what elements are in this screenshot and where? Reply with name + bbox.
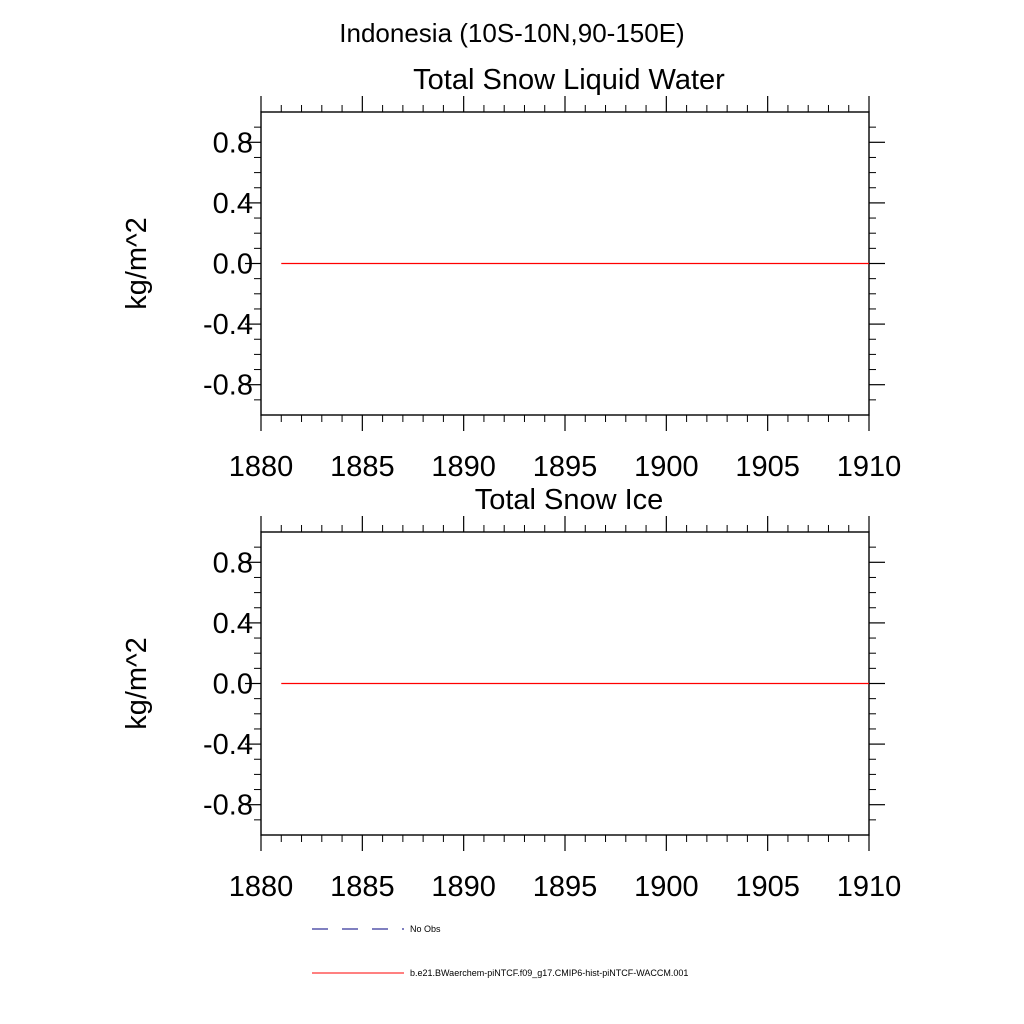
x-tick-label: 1890	[431, 451, 496, 483]
x-tick-label: 1905	[735, 871, 800, 903]
x-tick-label: 1895	[533, 871, 598, 903]
y-tick-label: 0.4	[213, 188, 253, 220]
legend-label: b.e21.BWaerchem-piNTCF.f09_g17.CMIP6-his…	[410, 968, 688, 978]
figure-title: Indonesia (10S-10N,90-150E)	[339, 18, 684, 48]
y-tick-label: 0.0	[213, 669, 253, 701]
x-tick-label: 1895	[533, 451, 598, 483]
x-tick-label: 1910	[837, 871, 902, 903]
y-tick-label: 0.8	[213, 127, 253, 159]
legend-entry-1: No Obs	[312, 924, 441, 934]
x-tick-label: 1890	[431, 871, 496, 903]
legend-entry-2: b.e21.BWaerchem-piNTCF.f09_g17.CMIP6-his…	[312, 968, 688, 978]
chart-title: Total Snow Ice	[475, 484, 664, 516]
y-tick-label: -0.8	[203, 790, 253, 822]
y-tick-label: 0.4	[213, 608, 253, 640]
legend: No Obs b.e21.BWaerchem-piNTCF.f09_g17.CMI…	[312, 924, 688, 978]
y-tick-label: 0.8	[213, 547, 253, 579]
y-axis-label: kg/m^2	[121, 637, 153, 730]
x-tick-label: 1900	[634, 451, 699, 483]
chart-panel-2: Total Snow Ice 1880 1885 1890 1895 1900 1905 19…	[121, 484, 901, 903]
y-tick-label: -0.4	[203, 309, 253, 341]
x-tick-label: 1880	[229, 451, 294, 483]
y-tick-label: -0.4	[203, 729, 253, 761]
chart-panels: Total Snow Liquid Water 1880 1885 1890 1895 1…	[121, 64, 901, 903]
y-tick-label: 0.0	[213, 249, 253, 281]
x-tick-label: 1905	[735, 451, 800, 483]
x-tick-label: 1910	[837, 451, 902, 483]
x-tick-label: 1900	[634, 871, 699, 903]
chart-panel-1: Total Snow Liquid Water 1880 1885 1890 1895 1…	[121, 64, 901, 483]
x-tick-label: 1885	[330, 451, 395, 483]
chart-title: Total Snow Liquid Water	[413, 64, 725, 96]
x-tick-label: 1885	[330, 871, 395, 903]
x-tick-label: 1880	[229, 871, 294, 903]
legend-label: No Obs	[410, 924, 441, 934]
y-tick-label: -0.8	[203, 370, 253, 402]
y-axis-label: kg/m^2	[121, 217, 153, 310]
